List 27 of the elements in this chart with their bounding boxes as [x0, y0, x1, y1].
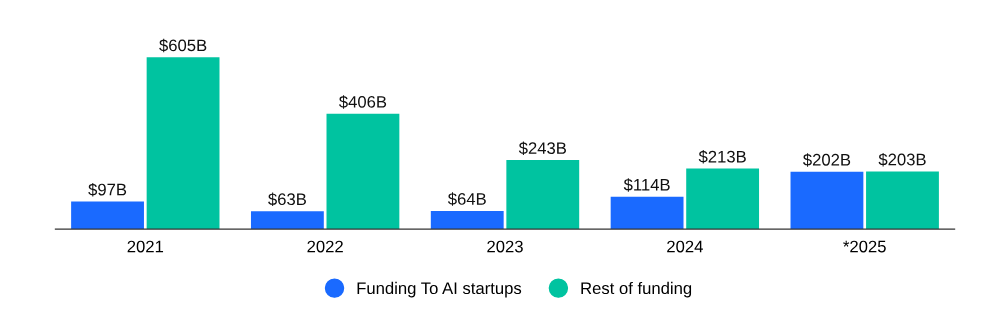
x-tick-label: 2023: [487, 240, 523, 253]
data-label: $97B: [88, 182, 127, 197]
bar: [610, 196, 684, 230]
bar: [326, 113, 400, 230]
bar: [866, 171, 939, 230]
bar: [506, 160, 580, 230]
bar: [790, 171, 864, 230]
x-tick-label: 2024: [667, 240, 703, 253]
legend-label: Funding To AI startups: [357, 281, 522, 298]
data-label: $114B: [623, 178, 670, 192]
x-tick-label: 2021: [127, 240, 164, 253]
data-label: $243B: [518, 141, 566, 156]
bar: [71, 201, 144, 230]
data-label: $64B: [447, 192, 486, 206]
x-tick-label: *2025: [843, 240, 886, 253]
data-label: $63B: [268, 192, 306, 207]
bar: [250, 211, 324, 230]
data-label: $605B: [159, 38, 207, 53]
bar: [146, 57, 220, 230]
data-label: $203B: [878, 152, 926, 167]
bar: [430, 210, 504, 230]
legend-label: Rest of funding: [581, 281, 692, 298]
x-tick-label: 2022: [307, 240, 343, 253]
data-label: $406B: [339, 95, 387, 109]
data-label: $213B: [698, 150, 746, 164]
bar: [686, 168, 760, 230]
data-label: $202B: [803, 153, 851, 167]
